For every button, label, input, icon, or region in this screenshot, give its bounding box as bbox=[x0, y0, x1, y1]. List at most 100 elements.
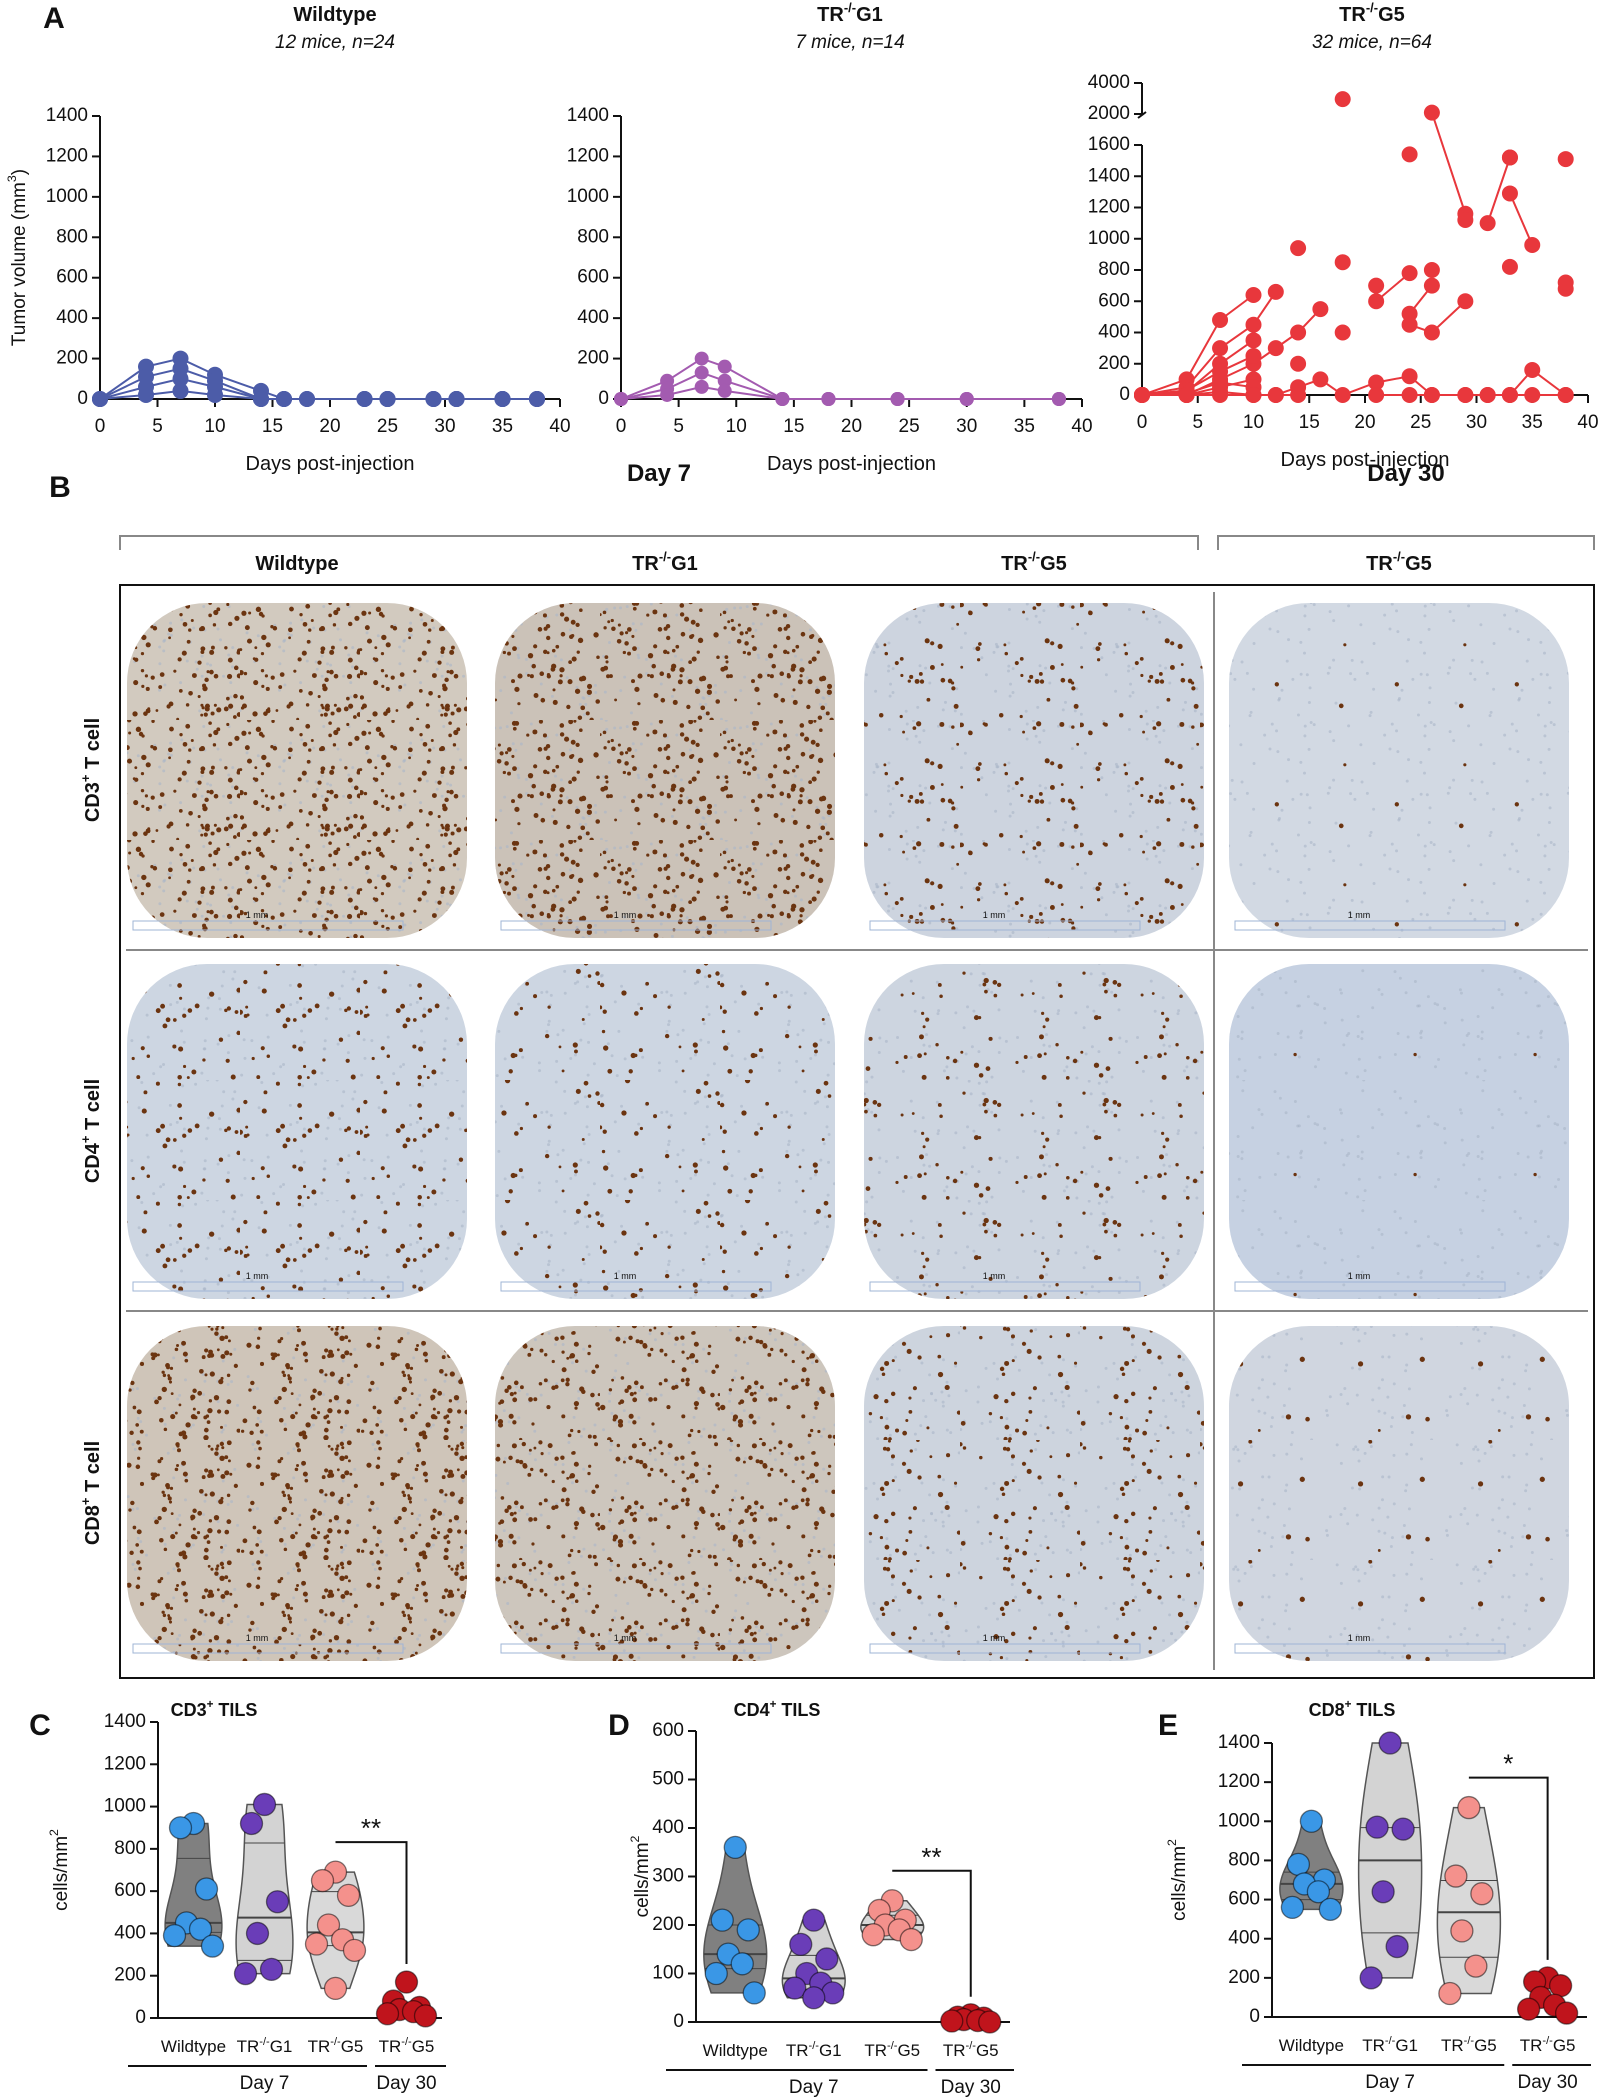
text-part: -/- bbox=[259, 2036, 270, 2048]
x-tick-label: TR-/-G5 bbox=[864, 2040, 920, 2061]
text-part: 1 mm bbox=[614, 1633, 637, 1643]
data-point bbox=[1368, 374, 1385, 391]
y-tick-label: 400 bbox=[56, 307, 88, 328]
panel-label: A bbox=[43, 2, 65, 35]
chart-subtitle: 7 mice, n=14 bbox=[795, 32, 904, 53]
data-point bbox=[899, 1927, 923, 1952]
text-part: G5 bbox=[1474, 2036, 1497, 2055]
x-tick-label: 10 bbox=[726, 416, 747, 437]
x-tick-label: 40 bbox=[549, 416, 570, 437]
data-point bbox=[200, 1934, 225, 1958]
text-part: 2 bbox=[1165, 1839, 1179, 1846]
data-point bbox=[394, 1970, 419, 1994]
text-part: G5 bbox=[1040, 553, 1067, 575]
text-part: 4000 bbox=[1088, 72, 1130, 93]
row-label: CD4+ T cell bbox=[78, 1079, 104, 1183]
significance-label: * bbox=[1503, 1748, 1513, 1778]
data-point bbox=[1212, 383, 1229, 400]
series-line bbox=[620, 371, 1059, 400]
text-part: D bbox=[608, 1709, 630, 1742]
text-part: G1 bbox=[1395, 2036, 1418, 2055]
y-axis-label: cells/mm2 bbox=[1165, 1839, 1190, 1921]
x-tick-label: 30 bbox=[434, 416, 455, 437]
data-point bbox=[1524, 237, 1541, 253]
data-point bbox=[1212, 312, 1229, 328]
text-part: 30 bbox=[434, 416, 455, 437]
data-point bbox=[1280, 1895, 1305, 1920]
series-line bbox=[1142, 99, 1343, 395]
text-part: 5 bbox=[673, 416, 684, 437]
tissue-image bbox=[1229, 1326, 1569, 1661]
series-line bbox=[1142, 154, 1410, 395]
y-tick-label: 200 bbox=[1228, 1967, 1260, 1988]
text-part: A bbox=[43, 2, 65, 35]
x-tick-label: TR-/-G1 bbox=[1362, 2035, 1418, 2056]
y-axis-label: cells/mm2 bbox=[628, 1835, 653, 1917]
x-tick-label: 25 bbox=[899, 416, 920, 437]
data-point bbox=[1423, 104, 1440, 121]
text-part: Days post-injection bbox=[1281, 449, 1450, 471]
text-part: TILS bbox=[213, 1700, 257, 1720]
text-part: 1000 bbox=[1218, 1810, 1260, 1831]
scale-label: 1 mm bbox=[983, 1271, 1006, 1281]
text-part: 1 mm bbox=[1348, 1271, 1371, 1281]
data-point bbox=[323, 1976, 348, 2001]
data-point bbox=[265, 1890, 290, 1914]
text-part: 30 bbox=[956, 416, 977, 437]
text-part: 35 bbox=[1522, 412, 1543, 433]
text-part: T cell bbox=[82, 1079, 104, 1136]
timepoint-label: Day 30 bbox=[1367, 460, 1444, 487]
data-point bbox=[1457, 387, 1474, 403]
text-part: 0 bbox=[598, 388, 609, 409]
column-label: Wildtype bbox=[255, 553, 338, 575]
text-part: 1600 bbox=[1088, 134, 1130, 155]
data-point bbox=[694, 365, 709, 380]
x-tick-label: TR-/-G5 bbox=[379, 2036, 435, 2057]
data-point bbox=[1444, 1864, 1468, 1888]
data-point bbox=[614, 392, 628, 406]
y-tick-label: 1200 bbox=[1218, 1771, 1260, 1792]
x-tick-label: 40 bbox=[1577, 412, 1598, 433]
data-point bbox=[723, 1835, 747, 1860]
text-part: Day 7 bbox=[789, 2077, 839, 2098]
data-point bbox=[1334, 254, 1351, 271]
tissue-image bbox=[127, 603, 467, 938]
text-part: Wildtype bbox=[293, 4, 376, 26]
y-tick-label: 300 bbox=[652, 1866, 684, 1887]
data-point bbox=[1423, 324, 1440, 341]
y-tick-label: 400 bbox=[1098, 322, 1130, 343]
y-tick-label: 200 bbox=[577, 348, 609, 369]
data-point bbox=[1457, 1795, 1481, 1820]
text-part: 400 bbox=[577, 307, 609, 328]
text-part: 1000 bbox=[104, 1796, 146, 1817]
data-point bbox=[1401, 305, 1418, 322]
group-label: Day 7 bbox=[789, 2077, 839, 2098]
text-part: 1200 bbox=[567, 145, 609, 166]
series-line bbox=[620, 385, 1059, 400]
data-point bbox=[92, 391, 108, 407]
data-point bbox=[1501, 387, 1518, 403]
text-part: 2 bbox=[628, 1835, 642, 1842]
data-point bbox=[172, 382, 189, 399]
text-part: TR bbox=[817, 4, 844, 26]
y-tick-label: 0 bbox=[1119, 384, 1130, 405]
data-point bbox=[1423, 277, 1440, 294]
text-part: 20 bbox=[319, 416, 340, 437]
text-part: 30 bbox=[1466, 412, 1487, 433]
data-point bbox=[1368, 387, 1385, 403]
significance-bracket bbox=[335, 1841, 408, 1965]
data-point bbox=[1524, 387, 1541, 403]
data-point bbox=[1267, 283, 1284, 300]
text-part: 1 mm bbox=[1348, 910, 1371, 920]
group-label: Day 30 bbox=[376, 2073, 436, 2094]
data-point bbox=[356, 391, 373, 407]
timepoint-bracket bbox=[1217, 535, 1595, 550]
text-part: G1 bbox=[270, 2037, 293, 2056]
text-part: -/- bbox=[401, 2036, 412, 2048]
data-point bbox=[1051, 392, 1066, 406]
data-point bbox=[890, 392, 905, 406]
data-point bbox=[1245, 347, 1262, 364]
y-tick-label: 4000 bbox=[1088, 72, 1130, 93]
y-tick-label: 600 bbox=[114, 1880, 146, 1901]
row-label: CD3+ T cell bbox=[78, 718, 104, 822]
